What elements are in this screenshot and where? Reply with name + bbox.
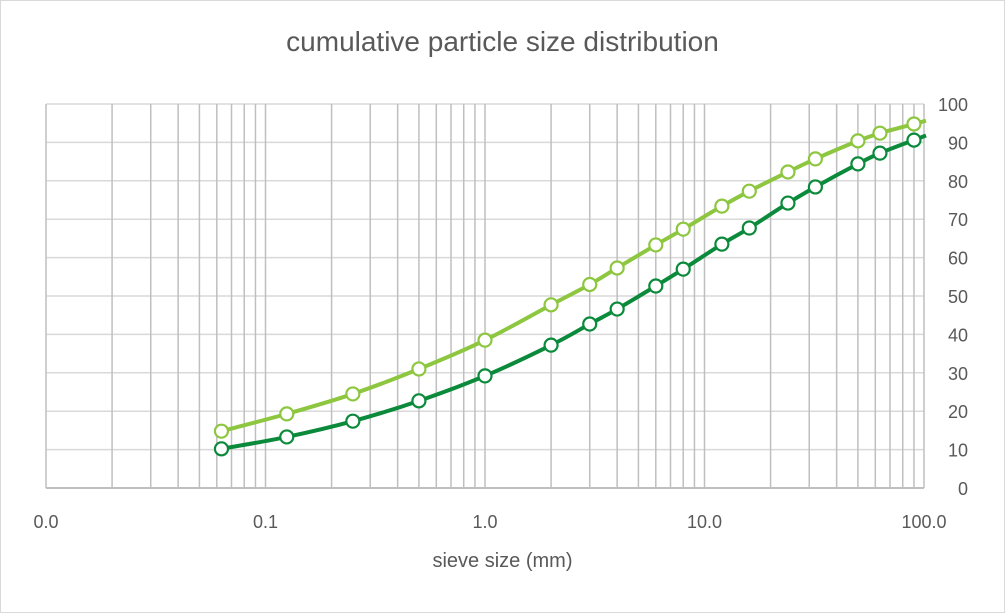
- x-tick-label: 1.0: [472, 512, 497, 532]
- x-tick-label: 100.0: [901, 512, 946, 532]
- data-point-lower: [582, 316, 598, 332]
- y-tick-label: 20: [948, 402, 968, 422]
- data-point-lower: [872, 145, 888, 161]
- data-point-lower: [675, 261, 691, 277]
- data-point-upper: [648, 237, 664, 253]
- x-tick-label: 0.1: [253, 512, 278, 532]
- data-point-lower: [906, 132, 922, 148]
- y-tick-label: 70: [948, 210, 968, 230]
- data-point-upper: [906, 116, 922, 132]
- data-point-upper: [850, 133, 866, 149]
- data-point-upper: [741, 183, 757, 199]
- data-point-upper: [807, 151, 823, 167]
- data-point-lower: [807, 179, 823, 195]
- chart-title: cumulative particle size distribution: [286, 26, 719, 57]
- data-point-upper: [411, 361, 427, 377]
- y-tick-label: 30: [948, 364, 968, 384]
- data-point-lower: [741, 220, 757, 236]
- data-point-upper: [543, 297, 559, 313]
- y-tick-label: 0: [958, 479, 968, 499]
- data-point-lower: [714, 236, 730, 252]
- x-axis-label: sieve size (mm): [432, 550, 573, 572]
- data-point-lower: [411, 393, 427, 409]
- data-point-upper: [279, 406, 295, 422]
- data-point-upper: [345, 386, 361, 402]
- y-tick-label: 60: [948, 249, 968, 269]
- data-point-upper: [780, 164, 796, 180]
- y-tick-label: 90: [948, 133, 968, 153]
- data-point-upper: [609, 260, 625, 276]
- y-tick-label: 10: [948, 441, 968, 461]
- data-point-lower: [543, 337, 559, 353]
- y-tick-label: 100: [938, 95, 968, 115]
- data-point-lower: [780, 195, 796, 211]
- data-point-upper: [213, 423, 230, 439]
- data-point-lower: [213, 441, 230, 457]
- y-tick-label: 40: [948, 325, 968, 345]
- data-point-lower: [850, 156, 866, 172]
- data-point-upper: [477, 332, 493, 348]
- y-tick-label: 50: [948, 287, 968, 307]
- x-tick-label: 10.0: [687, 512, 722, 532]
- data-point-lower: [345, 413, 361, 429]
- data-point-upper: [872, 125, 888, 141]
- data-point-upper: [714, 198, 730, 214]
- y-tick-label: 80: [948, 172, 968, 192]
- series-line-upper: [220, 118, 927, 434]
- x-tick-label: 0.0: [33, 512, 58, 532]
- data-point-lower: [648, 278, 664, 294]
- data-point-lower: [609, 301, 625, 317]
- data-point-upper: [582, 276, 598, 293]
- data-point-lower: [279, 429, 295, 445]
- data-point-upper: [675, 221, 691, 237]
- data-point-lower: [477, 368, 493, 384]
